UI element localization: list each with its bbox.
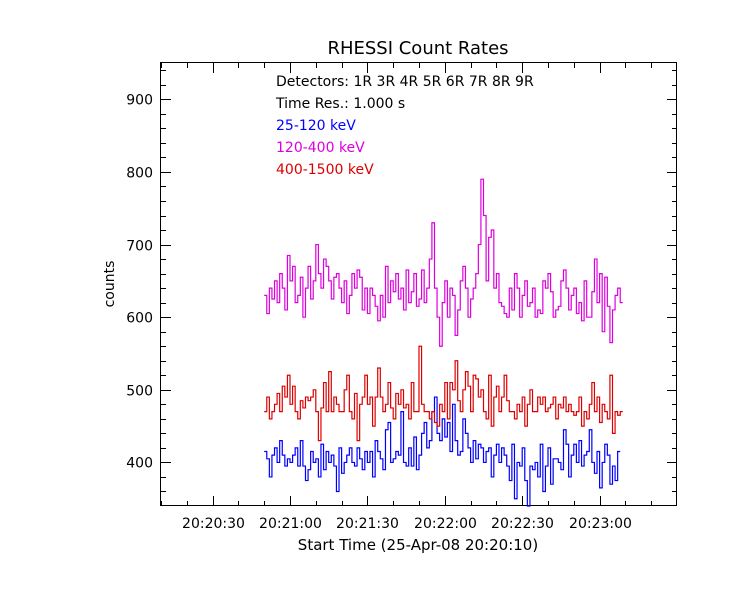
chart-title: RHESSI Count Rates [327, 38, 508, 59]
series-line-3 [264, 345, 623, 442]
legend-entry-120-400: 120-400 keV [276, 140, 365, 156]
x-tick-label: 20:22:30 [491, 516, 554, 532]
x-tick-label: 20:23:00 [569, 516, 632, 532]
series-line-2 [264, 178, 623, 347]
y-axis: 400 500 600 700 800 900 [126, 70, 677, 492]
legend-entry-400-1500: 400-1500 keV [276, 162, 374, 178]
x-axis-label: Start Time (25-Apr-08 20:20:10) [298, 536, 538, 554]
x-tick-label: 20:21:00 [259, 516, 322, 532]
y-axis-label: counts [102, 261, 118, 308]
detectors-annotation: Detectors: 1R 3R 4R 5R 6R 7R 8R 9R [276, 74, 534, 90]
series-line-1 [264, 396, 621, 507]
y-tick-label: 700 [126, 239, 153, 255]
y-tick-label: 500 [126, 384, 153, 400]
y-tick-label: 600 [126, 311, 153, 327]
legend-entry-25-120: 25-120 keV [276, 118, 356, 134]
y-tick-label: 800 [126, 166, 153, 182]
x-tick-label: 20:22:00 [414, 516, 477, 532]
y-tick-label: 400 [126, 456, 153, 472]
plot-frame [160, 62, 677, 506]
plot-area-border [160, 62, 677, 506]
x-tick-label: 20:20:30 [182, 516, 245, 532]
legend: Detectors: 1R 3R 4R 5R 6R 7R 8R 9R Time … [275, 74, 534, 178]
series-lines [264, 178, 623, 507]
time-res-annotation: Time Res.: 1.000 s [275, 96, 405, 112]
x-tick-label: 20:21:30 [336, 516, 399, 532]
y-tick-label: 900 [126, 93, 153, 109]
x-axis: 20:20:30 20:21:00 20:21:30 20:22:00 20:22:30… [161, 63, 652, 532]
